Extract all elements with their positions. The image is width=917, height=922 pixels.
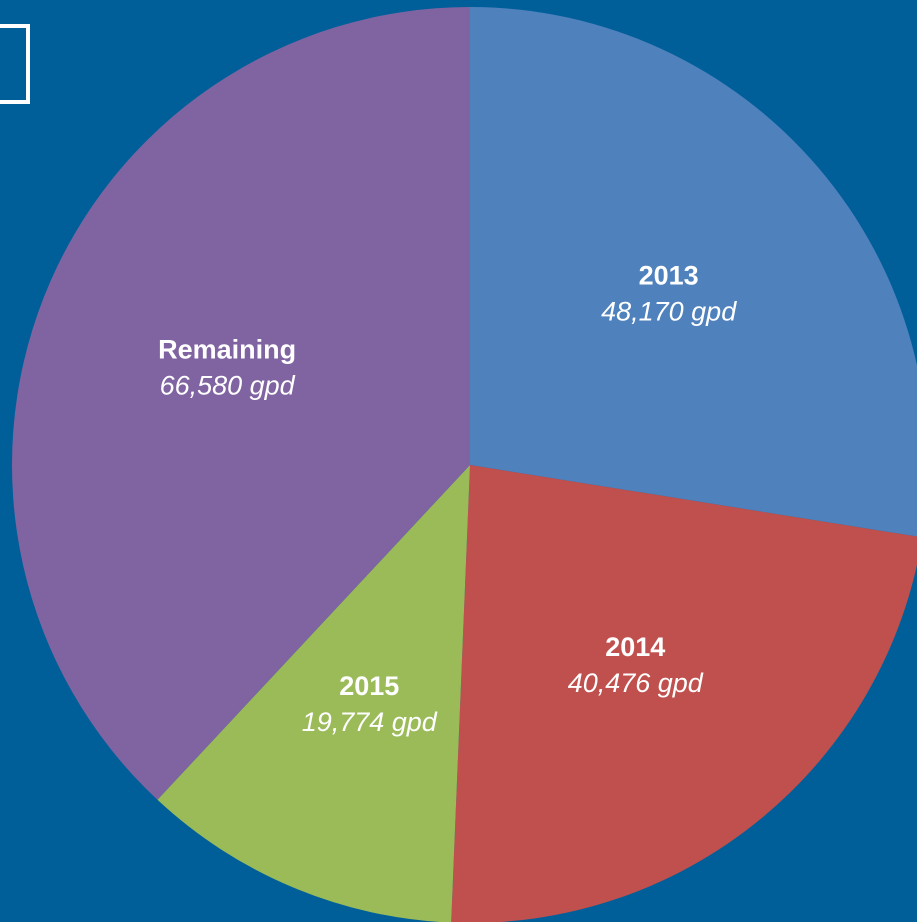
pie-slice	[157, 465, 470, 922]
slice-value-label: 66,580 gpd	[160, 370, 296, 400]
pie-slice	[470, 7, 917, 537]
labels: 2013 48,170 gpd 2014 40,476 gpd 2015 19,774 g…	[158, 261, 737, 737]
slice-category-label: 2014	[605, 632, 665, 662]
slice-value-label: 19,774 gpd	[302, 707, 438, 737]
slice-category-label: Remaining	[158, 334, 296, 364]
pie-slice	[451, 465, 917, 922]
slices	[11, 7, 917, 922]
frame-edge	[0, 24, 30, 104]
slice-category-label: 2015	[339, 671, 399, 701]
slice-value-label: 40,476 gpd	[568, 668, 704, 698]
pie-slice	[11, 7, 471, 800]
slice-category-label: 2013	[639, 261, 699, 291]
slice-value-label: 48,170 gpd	[601, 297, 737, 327]
